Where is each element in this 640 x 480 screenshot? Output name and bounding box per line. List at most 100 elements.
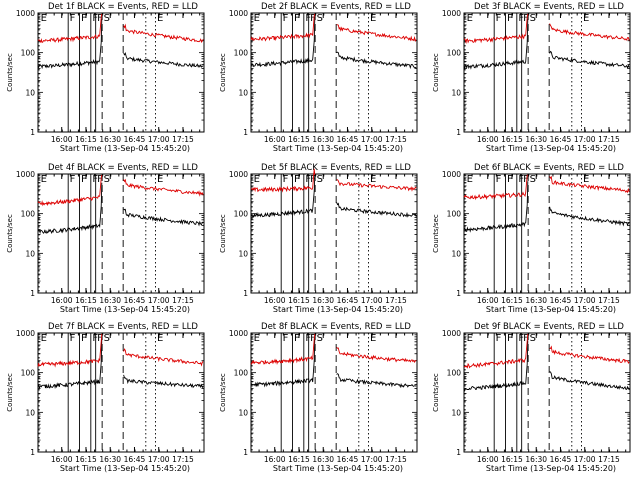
panel-title: Det 2f BLACK = Events, RED = LLD bbox=[261, 2, 411, 12]
plot-frame bbox=[463, 173, 631, 294]
x-tick-label: 17:00 bbox=[148, 296, 170, 305]
y-axis-label: Counts/sec bbox=[6, 373, 14, 412]
series-line-lld-post bbox=[549, 23, 630, 41]
panel-title: Det 1f BLACK = Events, RED = LLD bbox=[48, 2, 198, 12]
time-marker-label: E bbox=[370, 333, 376, 344]
series-line-lld-pre bbox=[250, 333, 316, 366]
y-tick-label: 1 bbox=[243, 448, 248, 457]
panel-title: Det 3f BLACK = Events, RED = LLD bbox=[474, 2, 624, 12]
x-tick-label: 16:00 bbox=[264, 135, 286, 144]
series-line-events-pre bbox=[250, 174, 316, 218]
x-tick-label: 16:30 bbox=[525, 455, 547, 464]
x-tick-label: 16:45 bbox=[550, 296, 572, 305]
x-axis-label: Start Time (13-Sep-04 15:45:20) bbox=[273, 305, 403, 314]
series-line-lld-pre bbox=[463, 13, 529, 45]
series-line-events-pre bbox=[37, 182, 103, 235]
time-marker-label: S bbox=[530, 13, 536, 24]
x-tick-label: 17:00 bbox=[148, 135, 170, 144]
panel-7: Det 7f BLACK = Events, RED = LLD 1 10 100 10… bbox=[6, 322, 205, 473]
time-marker-label: F bbox=[283, 13, 289, 24]
y-tick-label: 1000 bbox=[229, 329, 248, 338]
time-marker-label: S bbox=[530, 174, 536, 185]
x-tick-label: 17:15 bbox=[598, 455, 620, 464]
y-tick-label: 10 bbox=[451, 88, 461, 97]
x-tick-label: 17:15 bbox=[172, 135, 194, 144]
x-axis-label: Start Time (13-Sep-04 15:45:20) bbox=[273, 144, 403, 153]
x-tick-label: 16:00 bbox=[264, 455, 286, 464]
x-tick-label: 16:45 bbox=[550, 135, 572, 144]
time-marker-label: F bbox=[70, 13, 76, 24]
y-tick-label: 10 bbox=[238, 88, 248, 97]
x-tick-label: 16:45 bbox=[337, 135, 359, 144]
time-marker-label: F bbox=[507, 13, 513, 24]
time-marker-label: F bbox=[310, 333, 316, 344]
y-tick-label: 10 bbox=[451, 249, 461, 258]
series-line-lld-post bbox=[549, 345, 630, 364]
time-marker-label: E bbox=[370, 174, 376, 185]
x-tick-label: 16:30 bbox=[312, 455, 334, 464]
time-marker-label: F bbox=[70, 333, 76, 344]
series-line-events-post bbox=[549, 50, 630, 70]
time-marker-label: F bbox=[283, 333, 289, 344]
y-tick-label: 1 bbox=[30, 448, 35, 457]
time-marker-label: F bbox=[70, 174, 76, 185]
y-tick-label: 100 bbox=[234, 210, 249, 219]
x-tick-label: 17:00 bbox=[574, 455, 596, 464]
panel-title: Det 9f BLACK = Events, RED = LLD bbox=[474, 322, 624, 332]
x-tick-label: 16:15 bbox=[501, 455, 523, 464]
series-line-lld-post bbox=[123, 348, 204, 367]
y-axis-label: Counts/sec bbox=[219, 373, 227, 412]
time-marker-label: F bbox=[283, 174, 289, 185]
series-line-events-post bbox=[336, 51, 417, 70]
x-tick-label: 16:45 bbox=[124, 135, 146, 144]
x-tick-label: 16:15 bbox=[288, 455, 310, 464]
time-marker-label: E bbox=[41, 13, 47, 24]
series-line-lld-pre bbox=[463, 174, 529, 201]
series-line-lld-post bbox=[336, 24, 417, 42]
series-line-events-pre bbox=[250, 17, 316, 68]
panel-8: Det 8f BLACK = Events, RED = LLD 1 10 100 10… bbox=[219, 322, 418, 473]
series-line-events-post bbox=[336, 373, 417, 389]
y-tick-label: 1 bbox=[456, 289, 461, 298]
x-tick-label: 16:45 bbox=[124, 296, 146, 305]
series-line-events-post bbox=[123, 51, 204, 68]
x-tick-label: 17:15 bbox=[172, 455, 194, 464]
y-tick-label: 1 bbox=[456, 128, 461, 137]
series-line-lld-post bbox=[336, 346, 417, 364]
series-line-events-pre bbox=[463, 18, 529, 70]
y-tick-label: 10 bbox=[238, 408, 248, 417]
time-marker-label: S bbox=[104, 13, 110, 24]
plot-frame bbox=[463, 332, 631, 453]
time-marker-label: F bbox=[507, 333, 513, 344]
x-tick-label: 17:15 bbox=[598, 135, 620, 144]
series-line-lld-pre bbox=[250, 13, 316, 42]
x-tick-label: 16:30 bbox=[99, 135, 121, 144]
y-tick-label: 100 bbox=[447, 369, 462, 378]
x-tick-label: 16:15 bbox=[501, 135, 523, 144]
y-tick-label: 1 bbox=[30, 128, 35, 137]
y-tick-label: 100 bbox=[234, 49, 249, 58]
time-marker-label: F bbox=[81, 333, 87, 344]
time-marker-label: F bbox=[496, 333, 502, 344]
plot-frame bbox=[37, 173, 205, 294]
time-marker-label: F bbox=[81, 174, 87, 185]
plot-frame bbox=[250, 332, 418, 453]
series-line-events-post bbox=[336, 202, 417, 218]
time-marker-label: S bbox=[104, 333, 110, 344]
series-line-events-pre bbox=[463, 181, 529, 233]
y-tick-label: 1000 bbox=[16, 170, 35, 179]
y-tick-label: 1000 bbox=[442, 170, 461, 179]
x-axis-label: Start Time (13-Sep-04 15:45:20) bbox=[486, 144, 616, 153]
x-tick-label: 17:15 bbox=[172, 296, 194, 305]
x-tick-label: 16:45 bbox=[337, 296, 359, 305]
series-line-events-post bbox=[123, 374, 204, 389]
x-tick-label: 16:45 bbox=[124, 455, 146, 464]
x-tick-label: 17:15 bbox=[598, 296, 620, 305]
panel-title: Det 8f BLACK = Events, RED = LLD bbox=[261, 322, 411, 332]
panel-title: Det 7f BLACK = Events, RED = LLD bbox=[48, 322, 198, 332]
y-tick-label: 100 bbox=[234, 369, 249, 378]
time-marker-label: F bbox=[523, 13, 529, 24]
series-line-lld-post bbox=[336, 179, 417, 192]
plot-frame bbox=[37, 12, 205, 133]
y-axis-label: Counts/sec bbox=[432, 373, 440, 412]
